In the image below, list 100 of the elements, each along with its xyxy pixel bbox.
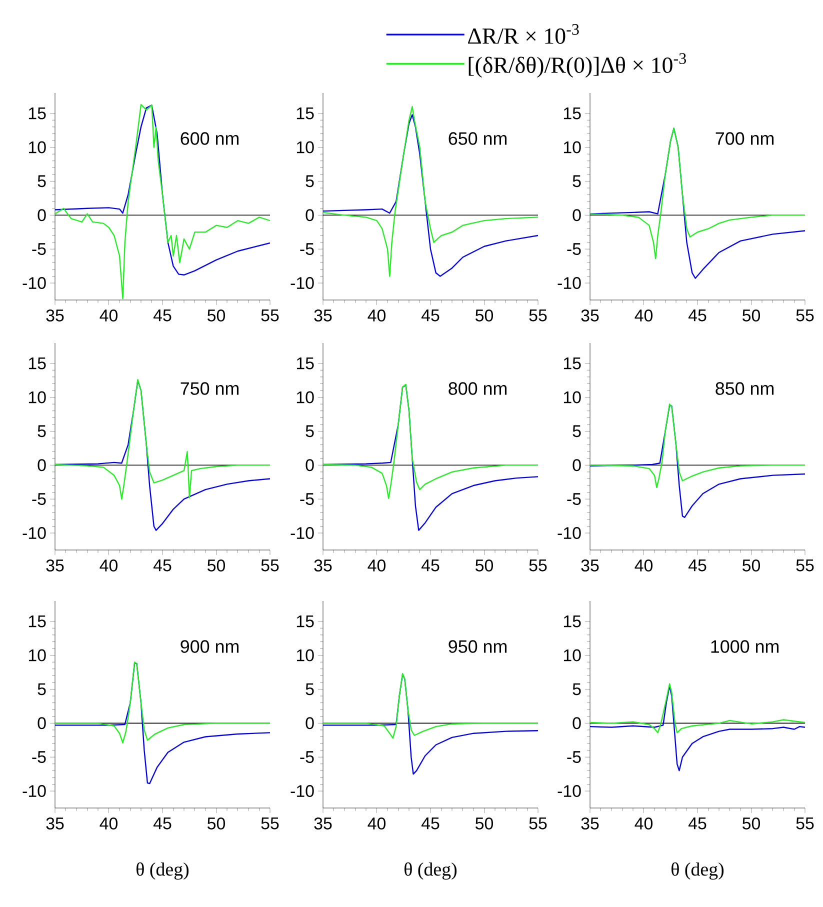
y-tick-label: 10 bbox=[296, 391, 314, 404]
y-tick-label: -10 bbox=[290, 527, 314, 540]
x-tick-label: 55 bbox=[529, 309, 547, 322]
x-tick-label: 45 bbox=[153, 817, 172, 830]
y-tick-label: 15 bbox=[564, 615, 581, 628]
y-tick-label: 0 bbox=[306, 459, 314, 472]
y-tick-label: 5 bbox=[572, 425, 581, 438]
y-tick-label: 0 bbox=[572, 209, 581, 222]
x-tick-label: 35 bbox=[581, 559, 599, 572]
y-tick-label: 0 bbox=[38, 717, 46, 730]
y-tick-label: -5 bbox=[300, 493, 314, 506]
annotation: 650 nm bbox=[448, 132, 507, 145]
x-tick-label: 55 bbox=[529, 817, 547, 830]
y-tick-label: -5 bbox=[300, 751, 314, 764]
x-tick-label: 50 bbox=[476, 817, 494, 830]
y-tick-label: 5 bbox=[38, 683, 46, 696]
x-tick-label: 35 bbox=[314, 559, 332, 572]
x-tick-label: 40 bbox=[100, 559, 118, 572]
y-tick-label: 15 bbox=[564, 107, 581, 120]
y-tick-label: 10 bbox=[28, 649, 46, 662]
x-axis-title: θ (deg) bbox=[404, 862, 457, 880]
x-tick-label: 45 bbox=[688, 559, 706, 572]
y-tick-label: 10 bbox=[564, 649, 581, 662]
x-tick-label: 55 bbox=[796, 559, 814, 572]
y-tick-label: -5 bbox=[32, 493, 46, 506]
x-tick-label: 35 bbox=[46, 309, 64, 322]
x-tick-label: 35 bbox=[314, 817, 332, 830]
x-tick-label: 55 bbox=[261, 559, 279, 572]
y-tick-label: -10 bbox=[558, 785, 581, 798]
annotation: 900 nm bbox=[180, 640, 239, 653]
y-tick-label: 5 bbox=[38, 175, 46, 188]
annotation: 950 nm bbox=[448, 640, 507, 653]
y-tick-label: 10 bbox=[564, 391, 581, 404]
x-tick-label: 40 bbox=[634, 817, 653, 830]
x-tick-label: 45 bbox=[421, 817, 440, 830]
y-tick-label: 5 bbox=[38, 425, 46, 438]
y-tick-label: 15 bbox=[28, 357, 46, 370]
y-tick-label: 5 bbox=[306, 175, 314, 188]
y-tick-label: 15 bbox=[296, 615, 314, 628]
y-tick-label: -10 bbox=[290, 277, 314, 290]
x-tick-label: 45 bbox=[421, 559, 440, 572]
y-tick-label: 0 bbox=[306, 209, 314, 222]
x-tick-label: 40 bbox=[368, 309, 386, 322]
y-tick-label: 5 bbox=[572, 175, 581, 188]
y-tick-label: -10 bbox=[558, 527, 581, 540]
y-tick-label: 15 bbox=[564, 357, 581, 370]
x-tick-label: 55 bbox=[796, 309, 814, 322]
x-tick-label: 55 bbox=[261, 817, 279, 830]
y-tick-label: 15 bbox=[28, 615, 46, 628]
y-tick-label: 15 bbox=[296, 107, 314, 120]
x-tick-label: 45 bbox=[688, 309, 706, 322]
y-tick-label: 10 bbox=[296, 649, 314, 662]
y-tick-label: 5 bbox=[306, 683, 314, 696]
y-tick-label: -5 bbox=[567, 243, 581, 256]
x-tick-label: 40 bbox=[100, 817, 118, 830]
x-tick-label: 35 bbox=[314, 309, 332, 322]
annotation: 600 nm bbox=[180, 132, 239, 145]
x-tick-label: 35 bbox=[581, 309, 599, 322]
y-tick-label: 5 bbox=[572, 683, 581, 696]
x-tick-label: 45 bbox=[688, 817, 706, 830]
x-tick-label: 45 bbox=[421, 309, 440, 322]
annotation: 1000 nm bbox=[711, 640, 778, 653]
x-tick-label: 50 bbox=[208, 817, 226, 830]
x-tick-label: 40 bbox=[634, 309, 653, 322]
x-tick-label: 40 bbox=[634, 559, 653, 572]
y-tick-label: 0 bbox=[306, 717, 314, 730]
x-tick-label: 50 bbox=[208, 309, 226, 322]
y-tick-label: 0 bbox=[38, 209, 46, 222]
y-tick-label: 5 bbox=[306, 425, 314, 438]
y-tick-label: 0 bbox=[572, 717, 581, 730]
x-tick-label: 55 bbox=[529, 559, 547, 572]
annotation: 700 nm bbox=[716, 132, 774, 145]
x-tick-label: 55 bbox=[796, 817, 814, 830]
x-tick-label: 50 bbox=[742, 559, 760, 572]
y-tick-label: 10 bbox=[564, 141, 581, 154]
x-tick-label: 45 bbox=[153, 309, 172, 322]
legend-label: ΔR/R × 10$^{-3}$ bbox=[468, 24, 579, 44]
y-tick-label: -5 bbox=[32, 751, 46, 764]
x-tick-label: 40 bbox=[368, 559, 386, 572]
x-axis-title: θ (deg) bbox=[672, 862, 724, 880]
annotation: 850 nm bbox=[716, 382, 774, 395]
y-tick-label: -10 bbox=[290, 785, 314, 798]
y-tick-label: -5 bbox=[567, 751, 581, 764]
x-tick-label: 40 bbox=[368, 817, 386, 830]
x-tick-label: 50 bbox=[476, 309, 494, 322]
y-tick-label: 10 bbox=[28, 141, 46, 154]
y-tick-label: -10 bbox=[22, 277, 46, 290]
y-tick-label: 15 bbox=[28, 107, 46, 120]
x-tick-label: 40 bbox=[100, 309, 118, 322]
y-tick-label: 10 bbox=[28, 391, 46, 404]
y-tick-label: -5 bbox=[32, 243, 46, 256]
y-tick-label: -10 bbox=[22, 527, 46, 540]
y-tick-label: -10 bbox=[558, 277, 581, 290]
y-tick-label: 15 bbox=[296, 357, 314, 370]
x-tick-label: 45 bbox=[153, 559, 172, 572]
x-tick-label: 50 bbox=[742, 817, 760, 830]
legend-label: [(δR/δθ)/R(0)]Δθ × 10$^{-3}$ bbox=[468, 53, 686, 78]
x-tick-label: 50 bbox=[476, 559, 494, 572]
y-tick-label: -5 bbox=[567, 493, 581, 506]
annotation: 750 nm bbox=[180, 382, 239, 395]
